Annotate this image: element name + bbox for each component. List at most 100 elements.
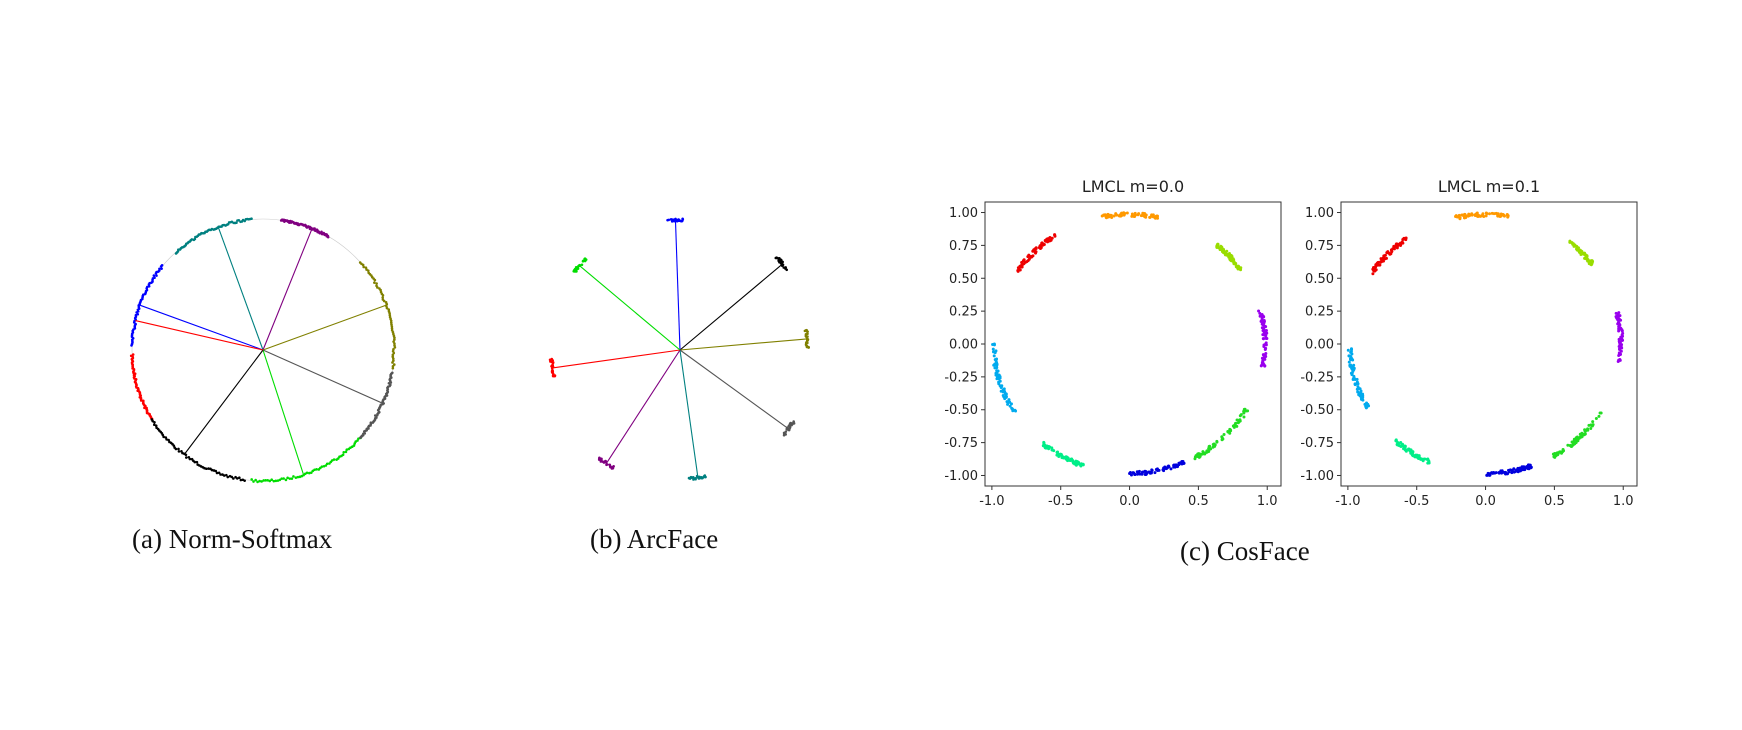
feature-point	[1383, 257, 1387, 261]
feature-point	[1050, 446, 1054, 450]
feature-point	[1401, 241, 1405, 245]
feature-point	[1207, 446, 1211, 450]
feature-point	[1229, 429, 1233, 433]
class-center-ray-0	[139, 304, 264, 351]
feature-point	[1016, 269, 1020, 273]
class-center-ray-6	[552, 349, 681, 369]
feature-point	[1263, 342, 1267, 346]
y-tick-label: 0.00	[949, 338, 978, 353]
feature-point	[1079, 464, 1083, 468]
feature-point	[696, 476, 699, 479]
feature-point	[153, 420, 156, 424]
feature-point	[313, 468, 316, 472]
feature-point	[384, 301, 388, 304]
feature-point	[1577, 436, 1581, 440]
feature-point	[1347, 354, 1351, 358]
feature-point	[222, 474, 226, 477]
feature-point	[995, 369, 999, 373]
feature-point	[235, 477, 239, 480]
feature-point	[551, 374, 555, 378]
y-tick-label: -0.25	[944, 370, 978, 385]
feature-point	[998, 376, 1002, 380]
feature-point	[583, 258, 587, 262]
feature-point	[601, 460, 605, 463]
feature-point	[1356, 390, 1360, 394]
feature-point	[177, 450, 181, 453]
feature-point	[1232, 424, 1236, 428]
feature-point	[1238, 418, 1242, 422]
feature-point	[207, 467, 210, 470]
feature-point	[1488, 473, 1492, 477]
feature-point	[806, 335, 809, 338]
y-tick-label: 0.25	[1305, 305, 1334, 320]
feature-point	[1361, 398, 1365, 402]
feature-point	[687, 476, 691, 480]
feature-point	[1409, 449, 1413, 453]
class-center-ray-5	[262, 349, 305, 475]
feature-point	[1154, 215, 1158, 219]
class-center-ray-1	[679, 263, 783, 351]
feature-point	[369, 421, 373, 425]
feature-point	[1114, 212, 1118, 216]
feature-point	[1496, 212, 1500, 216]
feature-point	[1141, 211, 1145, 215]
feature-point	[152, 274, 156, 277]
feature-point	[1056, 452, 1060, 456]
feature-point	[993, 366, 997, 370]
feature-point	[1617, 322, 1621, 326]
feature-point	[580, 263, 584, 267]
feature-point	[1020, 265, 1024, 269]
feature-point	[270, 478, 273, 482]
y-tick-label: 0.75	[949, 239, 978, 254]
class-center-ray-6	[183, 349, 264, 455]
feature-point	[1262, 344, 1266, 348]
feature-point	[1390, 249, 1394, 253]
feature-point	[1356, 385, 1360, 389]
feature-point	[667, 218, 671, 222]
feature-point	[378, 287, 381, 290]
feature-point	[779, 258, 783, 262]
feature-point	[1050, 448, 1054, 452]
feature-point	[243, 479, 246, 482]
feature-point	[172, 444, 176, 447]
feature-point	[1618, 352, 1622, 356]
feature-point	[1584, 253, 1588, 257]
class-center-ray-3	[262, 304, 387, 351]
y-tick-label: -0.75	[1300, 436, 1334, 451]
feature-point	[550, 364, 554, 367]
feature-point	[575, 270, 578, 273]
feature-point	[1527, 465, 1531, 469]
feature-point	[1574, 440, 1578, 444]
panel-lmcl-m01: LMCL m=0.11.000.750.500.250.00-0.25-0.50…	[1300, 177, 1638, 509]
feature-point	[1427, 461, 1431, 465]
feature-point	[131, 353, 135, 356]
feature-point	[1128, 472, 1132, 476]
feature-point	[1458, 217, 1462, 221]
feature-point	[1060, 456, 1064, 460]
feature-point	[1053, 234, 1057, 238]
feature-point	[392, 359, 395, 362]
feature-point	[1109, 213, 1113, 217]
feature-point	[1350, 357, 1354, 361]
feature-point	[296, 475, 300, 479]
feature-point	[1412, 454, 1416, 458]
feature-point	[788, 427, 791, 430]
feature-point	[1464, 216, 1468, 220]
feature-point	[1522, 467, 1526, 471]
feature-point	[1470, 212, 1474, 216]
feature-point	[1583, 429, 1587, 433]
feature-point	[174, 252, 178, 255]
feature-point	[1620, 328, 1624, 332]
feature-point	[388, 315, 392, 319]
feature-point	[195, 460, 199, 464]
feature-point	[1620, 343, 1624, 347]
y-tick-label: 1.00	[949, 206, 978, 221]
feature-point	[391, 355, 395, 359]
feature-point	[274, 479, 278, 483]
feature-point	[1264, 329, 1268, 333]
feature-point	[375, 284, 378, 288]
feature-point	[1130, 214, 1134, 218]
feature-point	[390, 329, 394, 332]
feature-point	[332, 458, 336, 461]
feature-point	[1133, 211, 1137, 215]
